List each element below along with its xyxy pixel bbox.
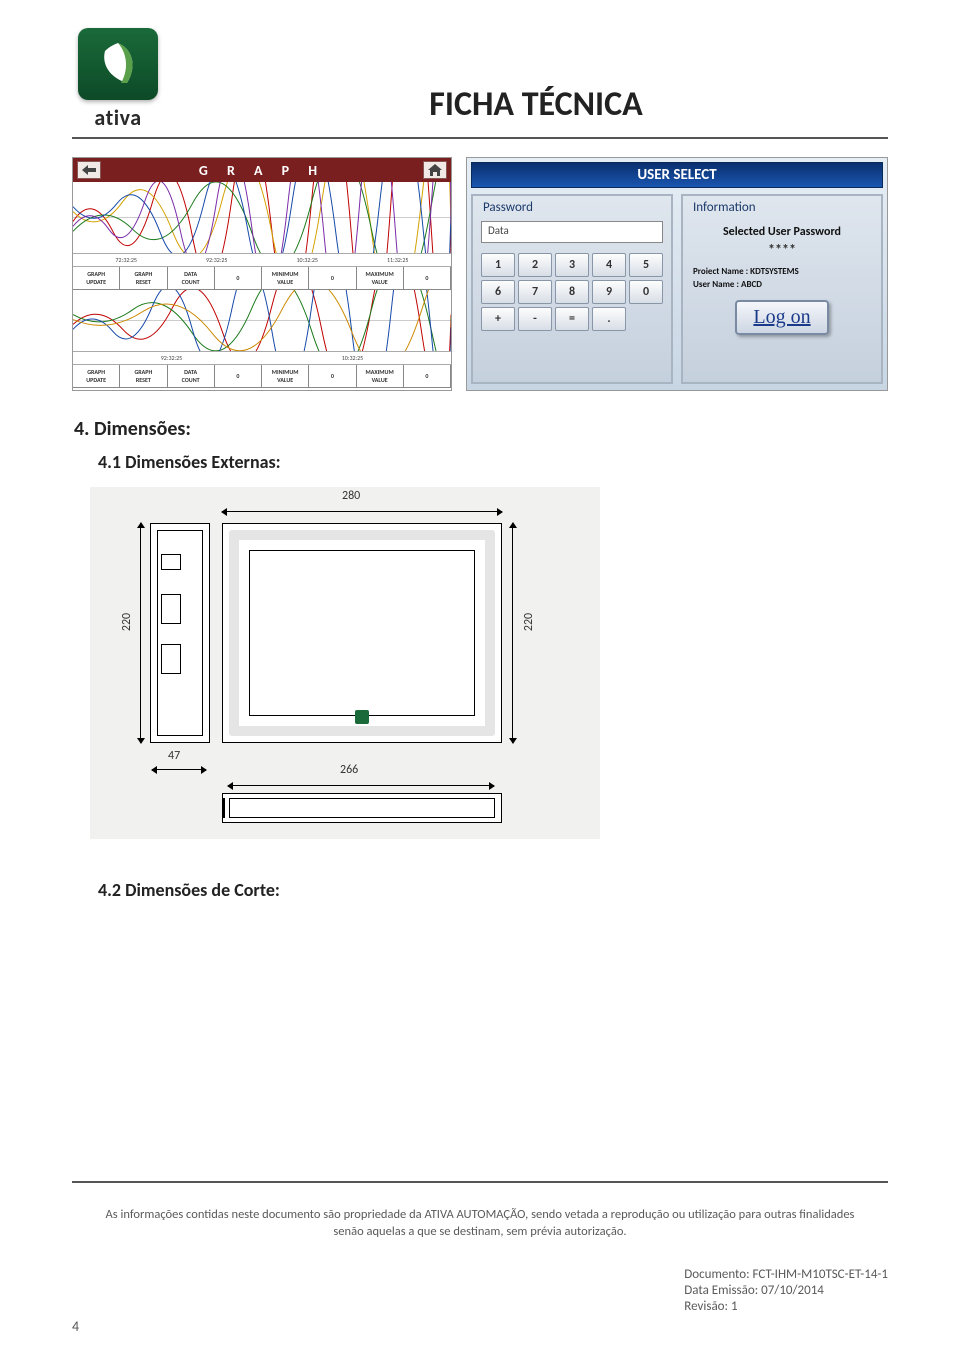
- graph-screenshot: G R A P H 72:32:25 92:32:25 10:32:25 11:…: [72, 157, 452, 391]
- information-panel: Information Selected User Password **** …: [681, 194, 883, 384]
- key-5[interactable]: 5: [629, 253, 663, 277]
- chart-top: [73, 182, 451, 254]
- graph-titlebar: G R A P H: [73, 158, 451, 182]
- user-select-screenshot: USER SELECT Password Data 1 2 3 4 5 6 7 …: [466, 157, 888, 391]
- graph-title: G R A P H: [101, 162, 423, 179]
- min-value: 0: [309, 267, 356, 289]
- max-value: 0: [404, 267, 451, 289]
- keypad: 1 2 3 4 5 6 7 8 9 0 + - = .: [473, 249, 671, 335]
- project-name: Proiect Name : KDTSYSTEMS: [693, 266, 871, 277]
- graph-reset-button[interactable]: GRAPHRESET: [120, 267, 167, 289]
- page-title: FICHA TÉCNICA: [184, 84, 888, 131]
- key-0[interactable]: 0: [629, 280, 663, 304]
- dim-47-label: 47: [168, 749, 180, 763]
- logo-badge: [78, 28, 158, 100]
- key-plus[interactable]: +: [481, 307, 515, 331]
- key-3[interactable]: 3: [555, 253, 589, 277]
- section-4-1-heading: 4.1 Dimensões Externas:: [98, 451, 888, 473]
- axis-row-2: 92:32:25 10:32:25: [73, 352, 451, 365]
- page-number: 4: [72, 1318, 79, 1335]
- controls-row-2: GRAPHUPDATE GRAPHRESET DATACOUNT 0 MINIM…: [73, 365, 451, 388]
- axis-tick: 10:32:25: [297, 256, 318, 264]
- dimensions-diagram: 280 220 220 47 266: [90, 487, 600, 839]
- home-icon[interactable]: [423, 161, 447, 179]
- side-view: [150, 523, 210, 743]
- key-dot[interactable]: .: [592, 307, 626, 331]
- max-value-label: MAXIMUMVALUE: [357, 267, 404, 289]
- doc-id: Documento: FCT-IHM-M10TSC-ET-14-1: [684, 1267, 888, 1282]
- doc-revision: Revisão: 1: [684, 1299, 888, 1314]
- dim-220-right-label: 220: [522, 613, 536, 631]
- data-count-label: DATACOUNT: [168, 365, 215, 387]
- screenshots-row: G R A P H 72:32:25 92:32:25 10:32:25 11:…: [72, 157, 888, 391]
- data-count-value: 0: [215, 267, 262, 289]
- back-icon[interactable]: [77, 161, 101, 179]
- front-view: [222, 523, 502, 743]
- chart-bottom: [73, 290, 451, 352]
- password-panel: Password Data 1 2 3 4 5 6 7 8 9 0 + - = …: [471, 194, 673, 384]
- max-value: 0: [404, 365, 451, 387]
- password-label: Password: [473, 196, 671, 219]
- key-equals[interactable]: =: [555, 307, 589, 331]
- document-meta: Documento: FCT-IHM-M10TSC-ET-14-1 Data E…: [684, 1266, 888, 1315]
- axis-tick: 72:32:25: [116, 256, 137, 264]
- max-value-label: MAXIMUMVALUE: [357, 365, 404, 387]
- key-9[interactable]: 9: [592, 280, 626, 304]
- footer-divider: [72, 1181, 888, 1183]
- key-2[interactable]: 2: [518, 253, 552, 277]
- key-8[interactable]: 8: [555, 280, 589, 304]
- bottom-view: [222, 793, 502, 823]
- header-divider: [72, 137, 888, 139]
- doc-date: Data Emissão: 07/10/2014: [684, 1283, 888, 1298]
- section-4-2-heading: 4.2 Dimensões de Corte:: [98, 879, 888, 901]
- data-count-label: DATACOUNT: [168, 267, 215, 289]
- axis-tick: 92:32:25: [206, 256, 227, 264]
- key-1[interactable]: 1: [481, 253, 515, 277]
- min-value-label: MINIMUMVALUE: [262, 267, 309, 289]
- min-value-label: MINIMUMVALUE: [262, 365, 309, 387]
- logo: ativa: [72, 28, 164, 131]
- axis-tick: 92:32:25: [161, 354, 182, 362]
- disclaimer-text: As informações contidas neste documento …: [100, 1207, 860, 1241]
- key-7[interactable]: 7: [518, 280, 552, 304]
- axis-tick: 10:32:25: [342, 354, 363, 362]
- password-stars: ****: [683, 241, 881, 258]
- user-select-title: USER SELECT: [471, 162, 883, 188]
- dim-280-label: 280: [342, 489, 360, 503]
- graph-reset-button[interactable]: GRAPHRESET: [120, 365, 167, 387]
- dim-220-left-label: 220: [120, 613, 134, 631]
- graph-update-button[interactable]: GRAPHUPDATE: [73, 267, 120, 289]
- graph-update-button[interactable]: GRAPHUPDATE: [73, 365, 120, 387]
- header: ativa FICHA TÉCNICA: [72, 28, 888, 131]
- data-count-value: 0: [215, 365, 262, 387]
- controls-row-1: GRAPHUPDATE GRAPHRESET DATACOUNT 0 MINIM…: [73, 267, 451, 290]
- min-value: 0: [309, 365, 356, 387]
- device-logo-icon: [355, 710, 369, 724]
- logon-button[interactable]: Log on: [735, 300, 828, 335]
- dim-266-label: 266: [340, 763, 358, 777]
- logo-text: ativa: [94, 104, 141, 131]
- information-label: Information: [683, 196, 881, 219]
- password-input[interactable]: Data: [481, 221, 663, 243]
- key-6[interactable]: 6: [481, 280, 515, 304]
- key-minus[interactable]: -: [518, 307, 552, 331]
- axis-tick: 11:32:25: [387, 256, 408, 264]
- selected-user-password-label: Selected User Password: [683, 225, 881, 239]
- axis-row-1: 72:32:25 92:32:25 10:32:25 11:32:25: [73, 254, 451, 267]
- section-4-heading: 4. Dimensões:: [74, 417, 888, 441]
- leaf-a-icon: [93, 39, 143, 89]
- user-name: User Name : ABCD: [693, 279, 871, 290]
- key-4[interactable]: 4: [592, 253, 626, 277]
